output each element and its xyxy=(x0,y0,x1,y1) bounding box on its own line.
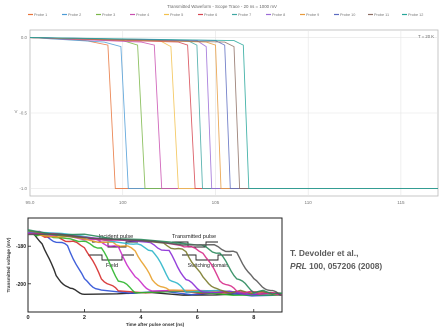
legend-label: Probe 6 xyxy=(204,13,217,17)
citation-volume: 100, 057206 (2008) xyxy=(309,261,383,271)
legend-label: Probe 7 xyxy=(238,13,251,17)
series-line-6 xyxy=(27,231,283,296)
inset-label: Switching domain xyxy=(188,263,229,269)
x-tick-label: 0 xyxy=(26,315,29,321)
x-tick-label: 6 xyxy=(196,315,199,321)
y-axis-label: V xyxy=(15,109,18,114)
lower-chart: 0 2 4 6 8 -180 -200 Time after pulse onset (ns)… xyxy=(6,217,283,327)
x-tick-label: 100 xyxy=(119,200,127,205)
transmitted-pulse-shape xyxy=(172,241,218,248)
x-tick-label: 105 xyxy=(212,200,220,205)
upper-chart: Transmitted Waveform - Scope Trace - 20 … xyxy=(15,4,439,205)
citation: T. Devolder et al., PRL 100, 057206 (200… xyxy=(290,247,440,273)
series-line-1 xyxy=(27,230,283,296)
y-tick-label: 0.0 xyxy=(21,35,28,40)
inset-label: Transmitted pulse xyxy=(172,234,216,240)
chart-title: Transmitted Waveform - Scope Trace - 20 … xyxy=(167,4,277,9)
legend-label: Probe 11 xyxy=(374,13,389,17)
inset-label: Incident pulse xyxy=(99,234,134,240)
legend-label: Probe 9 xyxy=(306,13,319,17)
x-tick-label: 4 xyxy=(139,315,143,321)
inset-label: Field xyxy=(106,263,118,269)
legend-label: Probe 8 xyxy=(272,13,285,17)
series-line-12 xyxy=(27,233,283,296)
legend-label: Probe 4 xyxy=(136,13,149,17)
citation-authors: T. Devolder et al., xyxy=(290,248,359,258)
citation-journal: PRL xyxy=(290,261,307,271)
x-tick-label: 2 xyxy=(83,315,86,321)
y-axis-label: Transmitted voltage (mV) xyxy=(6,237,11,292)
x-axis-label: Time after pulse onset (ns) xyxy=(126,322,185,327)
y-tick-label: -200 xyxy=(16,282,26,288)
domain-pulse-shape xyxy=(182,254,232,261)
legend-label: Probe 12 xyxy=(408,13,423,17)
corner-label: T = 20 K xyxy=(418,34,434,39)
x-tick-label: 95.0 xyxy=(26,200,35,205)
x-tick-label: 110 xyxy=(305,200,313,205)
x-tick-label: 115 xyxy=(397,200,405,205)
legend-label: Probe 1 xyxy=(34,13,47,17)
citation-reference: PRL 100, 057206 (2008) xyxy=(290,260,440,273)
series-line-11 xyxy=(27,229,283,295)
series-line-12 xyxy=(29,37,438,189)
legend-label: Probe 2 xyxy=(68,13,81,17)
y-tick-label: -0.5 xyxy=(19,111,27,116)
plot-area xyxy=(27,217,283,313)
legend-label: Probe 3 xyxy=(102,13,115,17)
y-tick-label: -180 xyxy=(16,244,26,250)
field-pulse-shape xyxy=(88,254,134,261)
legend-label: Probe 10 xyxy=(340,13,355,17)
legend-label: Probe 5 xyxy=(170,13,183,17)
x-tick-label: 8 xyxy=(252,315,255,321)
y-tick-label: -1.0 xyxy=(19,186,27,191)
series-line-4 xyxy=(27,230,283,297)
